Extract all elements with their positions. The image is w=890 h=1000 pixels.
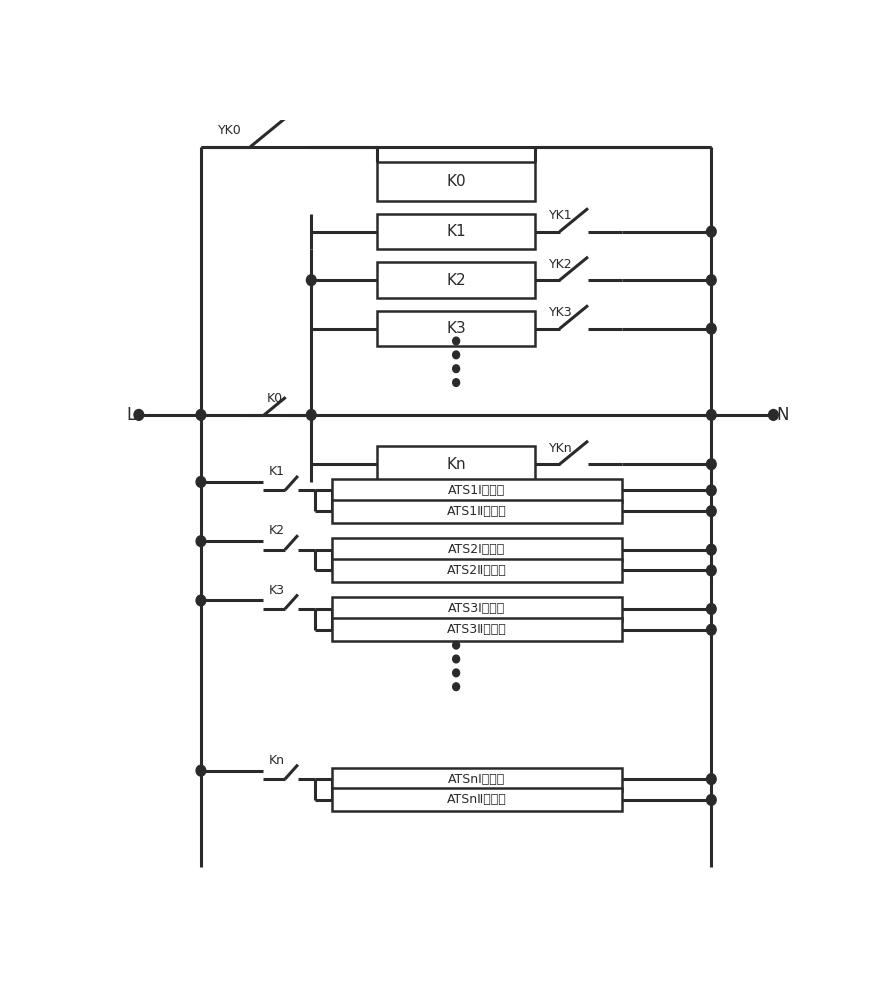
Text: K2: K2 — [446, 273, 466, 288]
Circle shape — [453, 351, 459, 359]
Text: ATS2Ⅱ側遥控: ATS2Ⅱ側遥控 — [447, 564, 506, 577]
Text: ATSnⅡ側遥控: ATSnⅡ側遥控 — [447, 793, 506, 806]
Circle shape — [707, 506, 716, 517]
Bar — [332, 559, 621, 582]
Text: K2: K2 — [269, 524, 285, 537]
Circle shape — [707, 795, 716, 805]
Text: ATS3Ⅱ側遥控: ATS3Ⅱ側遥控 — [447, 623, 506, 636]
Text: ATS1Ⅰ側遥控: ATS1Ⅰ側遥控 — [449, 484, 506, 497]
Circle shape — [453, 337, 459, 345]
Text: YK3: YK3 — [549, 306, 573, 319]
Text: K3: K3 — [269, 584, 285, 597]
Text: ATS3Ⅰ側遥控: ATS3Ⅰ側遥控 — [449, 602, 506, 615]
Bar — [376, 311, 536, 346]
Circle shape — [196, 536, 206, 547]
Text: K0: K0 — [446, 174, 466, 189]
Text: YK0: YK0 — [218, 124, 242, 137]
Circle shape — [196, 595, 206, 606]
Circle shape — [453, 379, 459, 386]
Bar — [376, 262, 536, 298]
Text: ATS2Ⅰ側遥控: ATS2Ⅰ側遥控 — [449, 543, 506, 556]
Bar — [332, 768, 621, 791]
Circle shape — [196, 765, 206, 776]
Text: N: N — [777, 406, 789, 424]
Text: Kn: Kn — [269, 754, 285, 767]
Circle shape — [453, 683, 459, 691]
Bar — [332, 479, 621, 502]
Circle shape — [707, 323, 716, 334]
Bar — [376, 446, 536, 482]
Circle shape — [453, 655, 459, 663]
Text: ATS1Ⅱ側遥控: ATS1Ⅱ側遥控 — [447, 505, 506, 518]
Bar — [332, 538, 621, 561]
Bar — [376, 162, 536, 201]
Circle shape — [306, 410, 316, 420]
Text: ATSnⅠ側遥控: ATSnⅠ側遥控 — [449, 773, 506, 786]
Circle shape — [707, 459, 716, 470]
Text: YK2: YK2 — [549, 258, 573, 271]
Bar — [376, 214, 536, 249]
Bar — [332, 618, 621, 641]
Text: K3: K3 — [446, 321, 466, 336]
Circle shape — [134, 410, 143, 420]
Text: YK1: YK1 — [549, 209, 573, 222]
Bar — [332, 500, 621, 523]
Circle shape — [196, 410, 206, 420]
Text: Kn: Kn — [446, 457, 466, 472]
Circle shape — [707, 226, 716, 237]
Circle shape — [453, 365, 459, 373]
Text: YKn: YKn — [549, 442, 573, 455]
Circle shape — [707, 604, 716, 614]
Circle shape — [707, 410, 716, 420]
Circle shape — [769, 410, 778, 420]
Circle shape — [707, 275, 716, 286]
Circle shape — [453, 641, 459, 649]
Text: K1: K1 — [446, 224, 466, 239]
Circle shape — [707, 774, 716, 785]
Text: K0: K0 — [266, 392, 282, 405]
Text: L: L — [126, 406, 135, 424]
Circle shape — [196, 477, 206, 487]
Circle shape — [707, 485, 716, 496]
Bar — [332, 597, 621, 620]
Circle shape — [453, 669, 459, 677]
Circle shape — [707, 544, 716, 555]
Circle shape — [707, 565, 716, 576]
Circle shape — [707, 624, 716, 635]
Circle shape — [306, 275, 316, 286]
Text: K1: K1 — [269, 465, 285, 478]
Bar — [332, 788, 621, 811]
